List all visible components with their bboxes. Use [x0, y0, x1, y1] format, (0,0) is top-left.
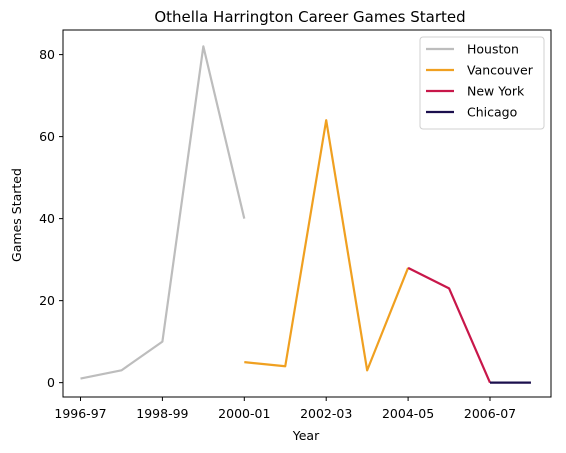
x-tick-label: 2000-01 [218, 406, 270, 421]
y-tick-label: 40 [39, 211, 55, 226]
x-axis-label: Year [292, 428, 320, 443]
legend-label: New York [467, 84, 525, 99]
x-tick-label: 2006-07 [464, 406, 516, 421]
x-tick-label: 2002-03 [300, 406, 352, 421]
y-axis-ticks: 0 20 40 60 80 [39, 47, 63, 390]
legend-label: Houston [467, 42, 519, 57]
chart-title: Othella Harrington Career Games Started [154, 8, 465, 26]
x-axis-ticks: 1996-97 1998-99 2000-01 2002-03 2004-05 2006-… [54, 397, 516, 421]
y-tick-label: 20 [39, 293, 55, 308]
plot-lines [80, 45, 531, 384]
y-tick-label: 60 [39, 129, 55, 144]
series-line-houston [80, 45, 246, 380]
series-line-new-york [407, 266, 492, 384]
legend-label: Vancouver [467, 63, 534, 78]
series-line-vancouver [244, 119, 410, 372]
y-tick-label: 80 [39, 47, 55, 62]
legend-label: Chicago [467, 105, 517, 120]
legend: Houston Vancouver New York Chicago [419, 36, 545, 130]
x-tick-label: 2004-05 [382, 406, 434, 421]
x-tick-label: 1996-97 [54, 406, 106, 421]
legend-box [419, 36, 545, 130]
plot-frame [62, 29, 552, 398]
y-tick-label: 0 [47, 375, 55, 390]
x-tick-label: 1998-99 [136, 406, 188, 421]
y-axis-label: Games Started [9, 168, 24, 262]
